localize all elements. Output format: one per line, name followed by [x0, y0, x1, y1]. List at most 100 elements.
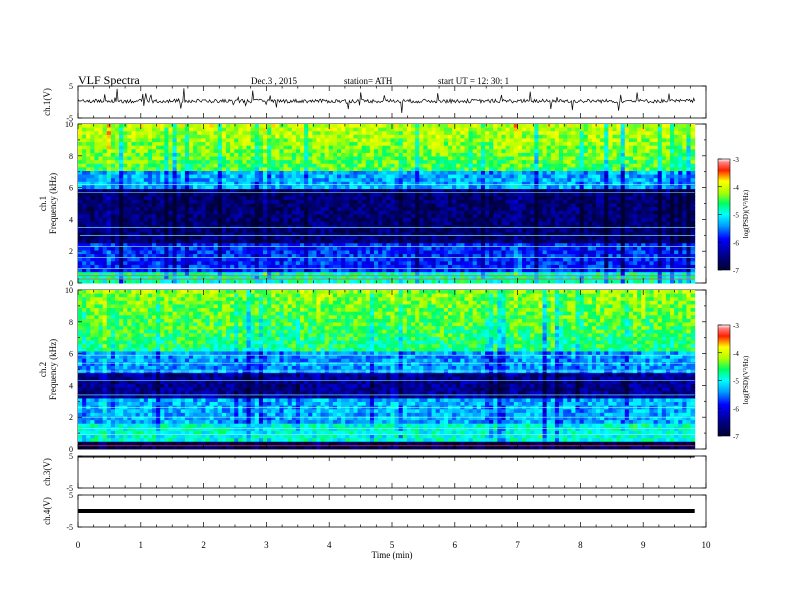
spectrogram-cell [398, 275, 404, 280]
spectrogram-cell [275, 124, 280, 129]
spectrogram-cell [476, 152, 482, 158]
spectrogram-cell [242, 149, 248, 154]
spectrogram-cell [123, 254, 128, 259]
spectrogram-cell [312, 214, 317, 219]
spectrogram-cell [345, 152, 350, 158]
spectrogram-cell [254, 124, 260, 129]
spectrogram-cell [320, 214, 326, 219]
spectrogram-cell [205, 170, 211, 176]
spectrogram-cell [349, 189, 354, 194]
spectrogram-cell [147, 246, 153, 251]
spectrogram-cell [456, 264, 461, 270]
spectrogram-cell [341, 261, 346, 266]
spectrogram-cell [221, 178, 227, 183]
spectrogram-cell [78, 236, 83, 241]
spectrogram-cell [464, 228, 470, 233]
spectrogram-cell [98, 189, 104, 194]
spectrogram-cell [250, 254, 256, 259]
spectrogram-cell [217, 152, 223, 158]
spectrogram-cell [217, 268, 223, 273]
spectrogram-cell [497, 127, 502, 132]
spectrogram-cell [485, 272, 490, 277]
spectrogram-cell [361, 131, 367, 136]
spectrogram-cell [263, 196, 268, 201]
spectrogram-cell [443, 232, 449, 237]
spectrogram-cell [164, 246, 169, 251]
spectrogram-cell [287, 272, 293, 277]
spectrogram-cell [357, 160, 363, 165]
spectrogram-cell [337, 254, 342, 259]
spectrogram-cell [221, 279, 227, 284]
spectrogram-cell [209, 250, 215, 255]
spectrogram-cell [357, 152, 363, 158]
spectrogram-cell [534, 272, 539, 277]
spectrogram-cell [193, 142, 198, 147]
spectrogram-cell [538, 163, 544, 168]
spectrogram-cell [320, 210, 326, 215]
spectrogram-cell [193, 163, 198, 168]
spectrogram-cell [316, 181, 322, 186]
spectrogram-cell [345, 257, 350, 262]
spectrogram-cell [406, 254, 412, 259]
spectrogram-cell [250, 214, 256, 219]
spectrogram-cell [390, 228, 396, 233]
spectrogram-cell [312, 207, 317, 212]
spectrogram-cell [423, 203, 428, 208]
spectrogram-cell [505, 228, 511, 233]
spectrogram-cell [250, 203, 256, 208]
spectrogram-cell [419, 138, 424, 143]
start-time-label: start UT = 12: 30: 1 [438, 76, 509, 86]
spectrogram-cell [287, 160, 293, 165]
spectrogram-cell [127, 149, 132, 154]
spectrogram-cell [402, 149, 408, 154]
spectrogram-cell [295, 214, 301, 219]
spectrogram-cell [267, 221, 272, 226]
spectrogram-cell [172, 134, 178, 139]
spectrogram-cell [415, 275, 420, 280]
spectrogram-cell [509, 203, 515, 208]
spectrogram-cell [234, 185, 239, 190]
spectrogram-cell [361, 181, 367, 186]
spectrogram-cell [324, 207, 330, 212]
spectrogram-cell [263, 124, 268, 129]
spectrogram-cell [147, 236, 153, 241]
spectrogram-cell [448, 232, 453, 237]
spectrogram-cell [131, 228, 137, 233]
spectrogram-cell [279, 250, 285, 255]
spectrogram-cell [226, 199, 231, 204]
spectrogram-cell [431, 264, 437, 270]
spectrogram-cell [476, 228, 482, 233]
spectrogram-cell [226, 243, 231, 248]
spectrogram-cell [156, 246, 161, 251]
spectrogram-cell [398, 243, 404, 248]
spectrogram-cell [406, 203, 412, 208]
spectrogram-cell [513, 257, 519, 262]
spectrogram-cell [221, 239, 227, 244]
spectrogram-cell [386, 279, 391, 284]
spectrogram-cell [254, 131, 260, 136]
spectrogram-cell [312, 239, 317, 244]
spectrogram-cell [201, 210, 206, 215]
spectrogram-cell [406, 261, 412, 266]
spectrogram-cell [476, 185, 482, 190]
spectrogram-cell [361, 142, 367, 147]
spectrogram-cell [147, 279, 153, 284]
spectrogram-cell [374, 170, 379, 176]
spectrogram-cell [382, 178, 387, 183]
spectrogram-cell [98, 167, 104, 172]
spectrogram-cell [143, 254, 149, 259]
spectrogram-cell [365, 272, 371, 277]
spectrogram-cell [209, 189, 215, 194]
spectrogram-cell [131, 221, 137, 226]
spectrogram-cell [82, 261, 87, 266]
spectrogram-cell [127, 138, 132, 143]
spectrogram-cell [443, 127, 449, 132]
spectrogram-cell [402, 214, 408, 219]
spectrogram-cell [431, 210, 437, 215]
spectrogram-cell [82, 181, 87, 186]
spectrogram-cell [143, 207, 149, 212]
spectrogram-cell [345, 217, 350, 223]
spectrogram-cell [386, 127, 391, 132]
spectrogram-cell [489, 178, 494, 183]
spectrogram-cell [427, 192, 433, 197]
